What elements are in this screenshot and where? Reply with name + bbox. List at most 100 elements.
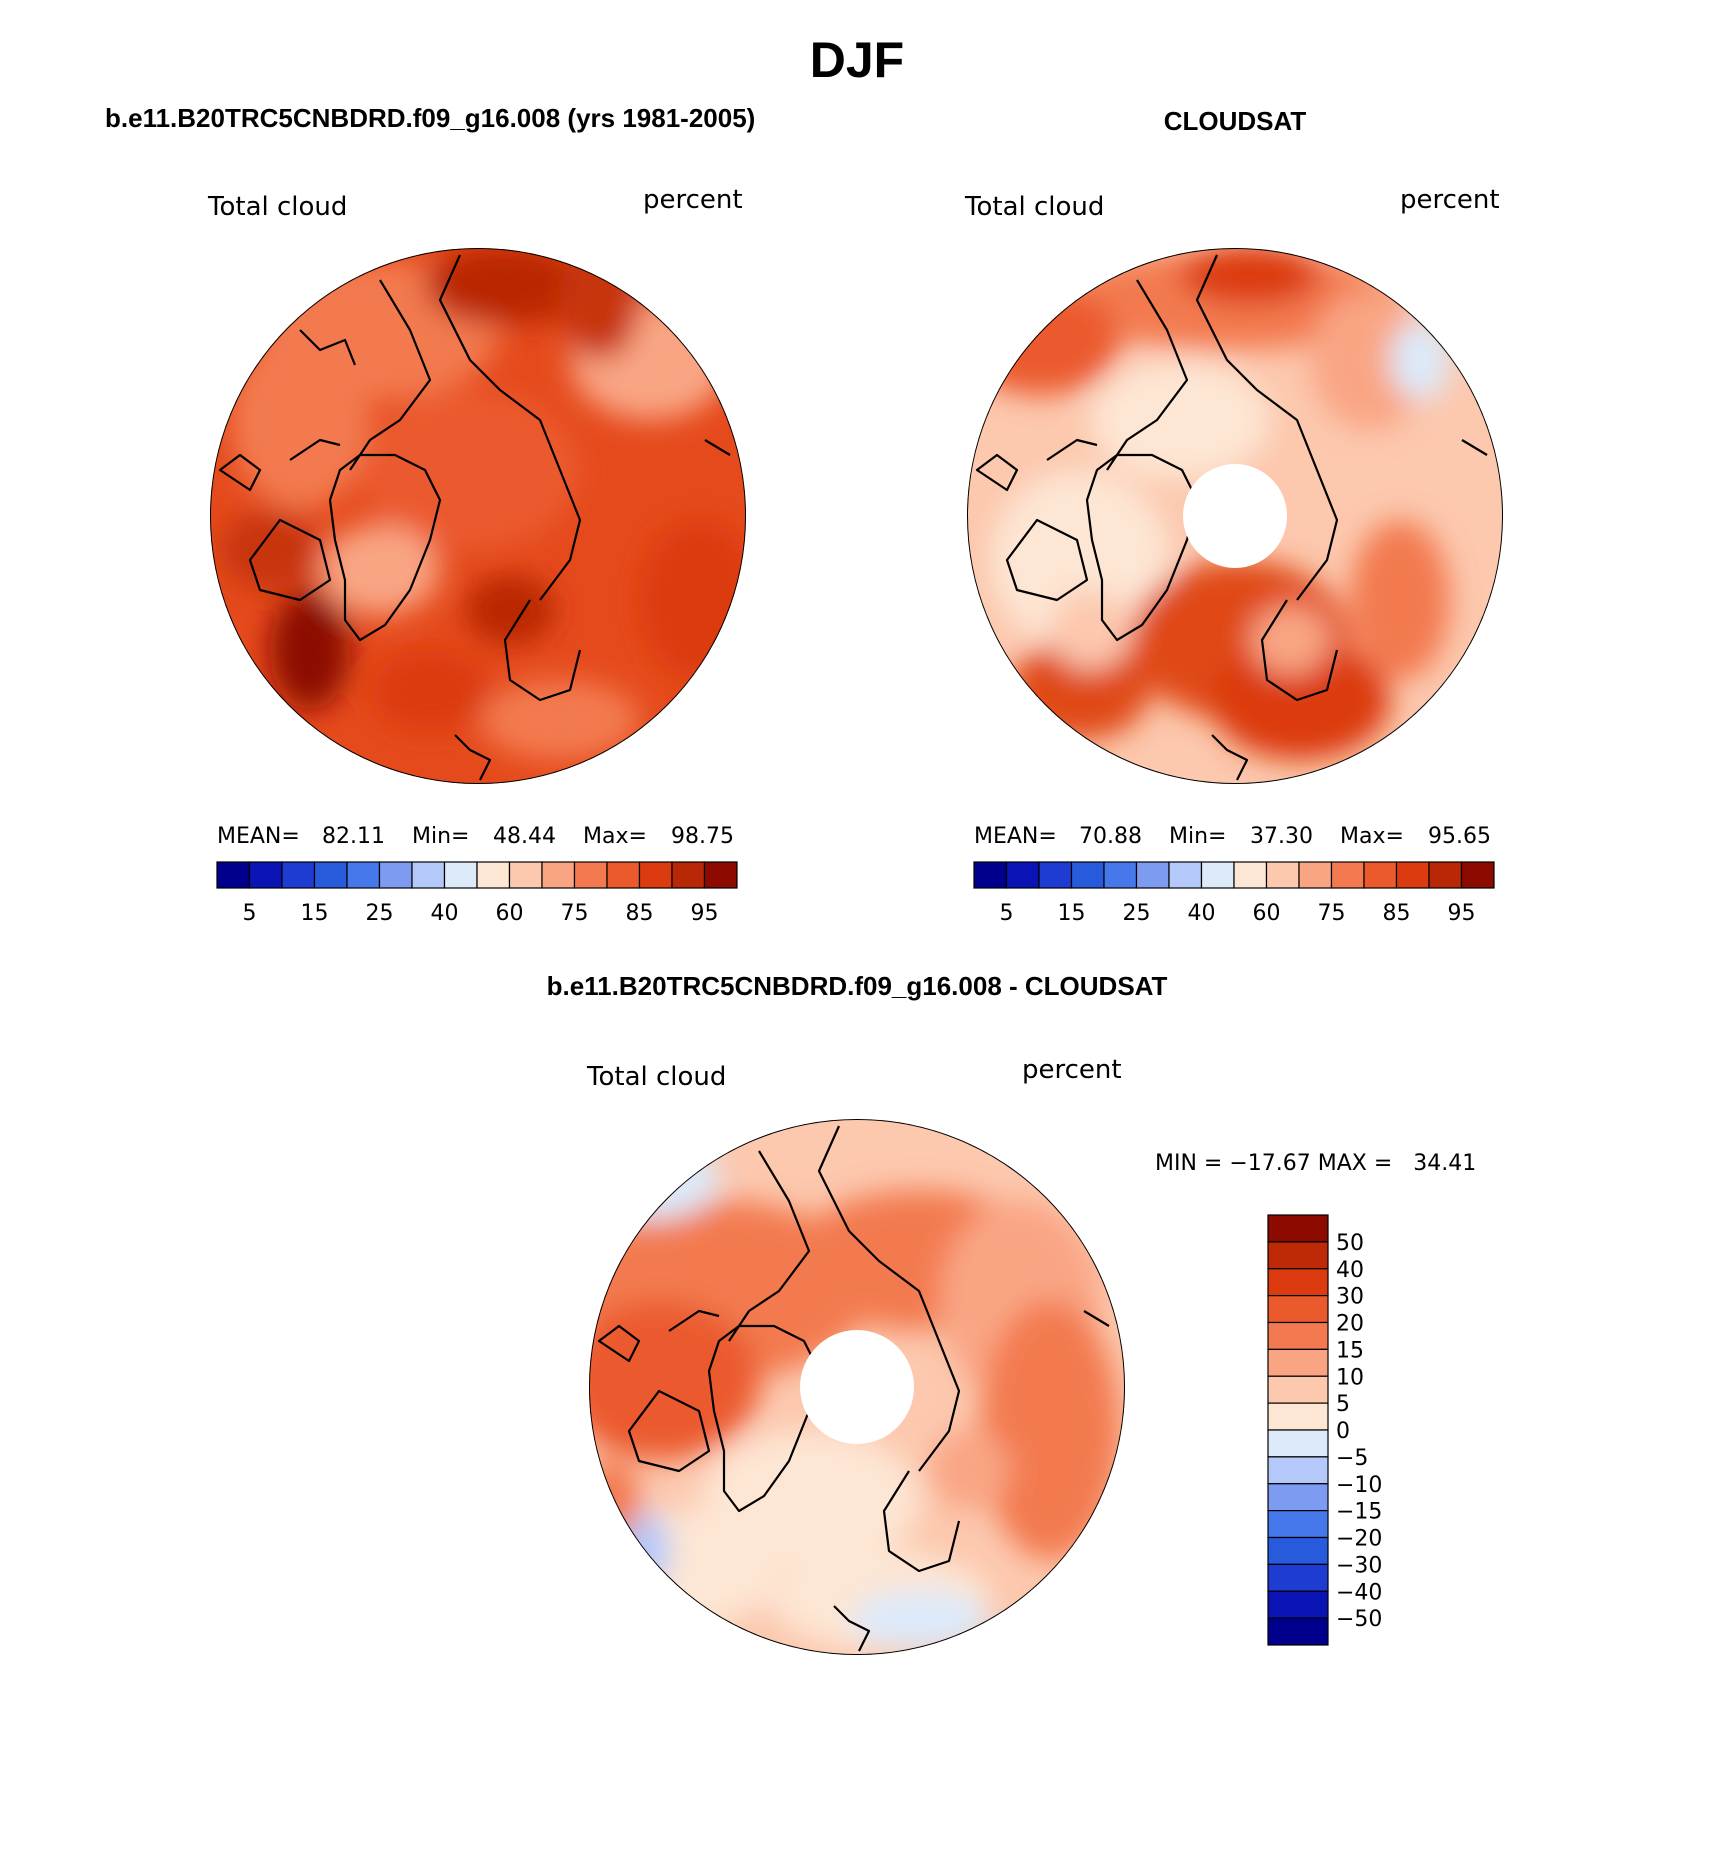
obs-colorbar-box bbox=[1070, 861, 1105, 889]
obs-missing-polar-cap bbox=[1183, 464, 1287, 568]
obs-colorbar-tick-label: 15 bbox=[1058, 901, 1086, 926]
diff-colorbar-box bbox=[1267, 1268, 1329, 1297]
panel-diff-units-label: percent bbox=[1022, 1055, 1122, 1085]
obs-colorbar-box bbox=[1005, 861, 1040, 889]
obs-colorbar-box bbox=[1135, 861, 1170, 889]
diff-colorbar-box bbox=[1267, 1348, 1329, 1377]
obs-colorbar-box bbox=[1200, 861, 1235, 889]
model-colorbar-tick-label: 85 bbox=[626, 901, 654, 926]
model-max-label: Max= bbox=[583, 824, 647, 849]
panel-model-map bbox=[210, 248, 746, 784]
model-colorbar-box bbox=[281, 861, 316, 889]
model-colorbar-box bbox=[411, 861, 446, 889]
panel-model-header: b.e11.B20TRC5CNBDRD.f09_g16.008 (yrs 198… bbox=[105, 103, 755, 133]
obs-colorbar-box bbox=[1298, 861, 1333, 889]
diff-colorbar-tick-label: 50 bbox=[1336, 1231, 1364, 1256]
diff-colorbar-tick-label: −15 bbox=[1336, 1500, 1382, 1525]
diff-colorbar-box bbox=[1267, 1536, 1329, 1565]
panel-obs-variable-label: Total cloud bbox=[964, 192, 1104, 222]
model-max-value: 98.75 bbox=[671, 824, 734, 849]
obs-colorbar-box bbox=[1233, 861, 1268, 889]
model-colorbar-box bbox=[378, 861, 413, 889]
diff-colorbar-tick-label: 15 bbox=[1336, 1338, 1364, 1363]
diff-colorbar-tick-label: 10 bbox=[1336, 1365, 1364, 1390]
diff-colorbar-tick-label: −10 bbox=[1336, 1473, 1382, 1498]
obs-min-label: Min= bbox=[1169, 824, 1226, 849]
panel-model-colorbar: 5 15 25 40 60 75 85 95 bbox=[216, 861, 738, 926]
model-colorbar-tick-label: 15 bbox=[301, 901, 329, 926]
obs-max-label: Max= bbox=[1340, 824, 1404, 849]
diff-colorbar-tick-label: 30 bbox=[1336, 1285, 1364, 1310]
diff-colorbar-box bbox=[1267, 1402, 1329, 1431]
panel-obs-map bbox=[967, 248, 1503, 784]
panel-diff: b.e11.B20TRC5CNBDRD.f09_g16.008 - CLOUDS… bbox=[547, 971, 1476, 1655]
obs-colorbar-box bbox=[973, 861, 1008, 889]
diff-colorbar-tick-label: 5 bbox=[1336, 1392, 1350, 1417]
model-mean-value: 82.11 bbox=[322, 824, 385, 849]
diff-colorbar-tick-label: −20 bbox=[1336, 1527, 1382, 1552]
obs-colorbar-box bbox=[1363, 861, 1398, 889]
obs-max-value: 95.65 bbox=[1428, 824, 1491, 849]
obs-min-value: 37.30 bbox=[1250, 824, 1313, 849]
diff-colorbar-box bbox=[1267, 1510, 1329, 1539]
model-colorbar-box bbox=[443, 861, 478, 889]
panel-obs-header: CLOUDSAT bbox=[1164, 106, 1307, 136]
diff-missing-polar-cap bbox=[800, 1330, 914, 1444]
model-mean-label: MEAN= bbox=[217, 824, 300, 849]
obs-colorbar-tick-label: 25 bbox=[1123, 901, 1151, 926]
obs-colorbar-tick-label: 40 bbox=[1188, 901, 1216, 926]
obs-colorbar-tick-label: 60 bbox=[1253, 901, 1281, 926]
panel-obs-colorbar: 5 15 25 40 60 75 85 95 bbox=[973, 861, 1495, 926]
diff-colorbar-tick-label: −30 bbox=[1336, 1553, 1382, 1578]
model-colorbar-box bbox=[703, 861, 738, 889]
figure-title: DJF bbox=[810, 32, 904, 88]
model-colorbar-tick-label: 5 bbox=[243, 901, 257, 926]
diff-colorbar-box bbox=[1267, 1375, 1329, 1404]
diff-colorbar-tick-label: −40 bbox=[1336, 1580, 1382, 1605]
diff-colorbar-tick-label: 40 bbox=[1336, 1258, 1364, 1283]
diff-colorbar-box bbox=[1267, 1321, 1329, 1350]
diff-colorbar-box bbox=[1267, 1456, 1329, 1485]
model-min-label: Min= bbox=[412, 824, 469, 849]
panel-model-units-label: percent bbox=[643, 185, 743, 215]
diff-colorbar-box bbox=[1267, 1590, 1329, 1619]
model-colorbar-tick-label: 40 bbox=[431, 901, 459, 926]
model-colorbar-tick-label: 75 bbox=[561, 901, 589, 926]
obs-colorbar-box bbox=[1428, 861, 1463, 889]
diff-colorbar-tick-label: 20 bbox=[1336, 1312, 1364, 1337]
panel-model-stats: MEAN= 82.11 Min= 48.44 Max= 98.75 bbox=[217, 824, 734, 849]
model-colorbar-box bbox=[671, 861, 706, 889]
model-colorbar-box bbox=[541, 861, 576, 889]
obs-colorbar-box bbox=[1330, 861, 1365, 889]
obs-colorbar-box bbox=[1395, 861, 1430, 889]
model-colorbar-tick-label: 95 bbox=[691, 901, 719, 926]
model-colorbar-box bbox=[216, 861, 251, 889]
panel-obs-units-label: percent bbox=[1400, 185, 1500, 215]
panel-diff-minmax: MIN = −17.67 MAX = 34.41 bbox=[1155, 1151, 1476, 1176]
diff-colorbar-box bbox=[1267, 1241, 1329, 1270]
model-colorbar-tick-label: 60 bbox=[496, 901, 524, 926]
obs-colorbar-box bbox=[1168, 861, 1203, 889]
diff-colorbar-box bbox=[1267, 1214, 1329, 1243]
panel-diff-map bbox=[589, 1119, 1125, 1655]
panel-diff-header: b.e11.B20TRC5CNBDRD.f09_g16.008 - CLOUDS… bbox=[547, 971, 1168, 1001]
panel-diff-variable-label: Total cloud bbox=[586, 1062, 726, 1092]
model-colorbar-box bbox=[508, 861, 543, 889]
obs-mean-value: 70.88 bbox=[1079, 824, 1142, 849]
model-colorbar-box bbox=[313, 861, 348, 889]
obs-colorbar-tick-label: 85 bbox=[1383, 901, 1411, 926]
obs-mean-label: MEAN= bbox=[974, 824, 1057, 849]
model-colorbar-box bbox=[248, 861, 283, 889]
diff-colorbar-box bbox=[1267, 1617, 1329, 1646]
obs-colorbar-tick-label: 75 bbox=[1318, 901, 1346, 926]
diff-colorbar-box bbox=[1267, 1429, 1329, 1458]
diff-colorbar-tick-label: −50 bbox=[1336, 1607, 1382, 1632]
panel-obs: CLOUDSAT Total cloud percent bbox=[964, 106, 1503, 926]
diff-colorbar-box bbox=[1267, 1295, 1329, 1324]
panel-model: b.e11.B20TRC5CNBDRD.f09_g16.008 (yrs 198… bbox=[105, 103, 755, 926]
obs-colorbar-box bbox=[1265, 861, 1300, 889]
model-colorbar-box bbox=[476, 861, 511, 889]
diff-colorbar-tick-label: −5 bbox=[1336, 1446, 1368, 1471]
